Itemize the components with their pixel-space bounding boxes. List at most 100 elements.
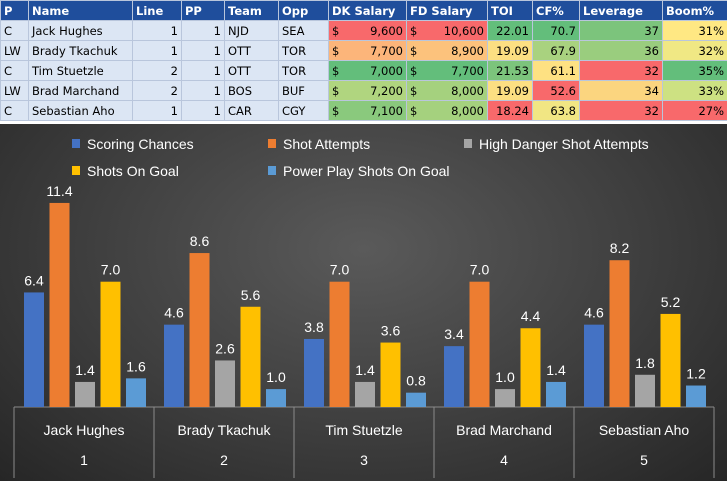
bar[interactable]	[660, 313, 681, 407]
bar[interactable]	[75, 381, 95, 407]
legend-item[interactable]: Shots On Goal	[72, 163, 179, 179]
cell-pp: 1	[181, 100, 225, 121]
header-team[interactable]: Team	[224, 0, 279, 21]
bar[interactable]	[304, 338, 324, 407]
cell-leverage: 32	[579, 60, 663, 81]
header-dk-salary[interactable]: DK Salary	[328, 0, 407, 21]
cell-dk: $7,700	[328, 40, 407, 61]
bar[interactable]	[444, 346, 464, 407]
cell-team: BOS	[224, 80, 279, 101]
header-leverage[interactable]: Leverage	[579, 0, 663, 21]
currency-symbol: $	[332, 23, 340, 38]
salary-value: 7,100	[370, 103, 403, 118]
bar[interactable]	[584, 324, 604, 407]
header-pp[interactable]: PP	[181, 0, 225, 21]
cell-boom: 31%	[662, 20, 727, 41]
bar[interactable]	[355, 381, 375, 407]
cell-cf: 52.6	[532, 80, 580, 101]
header-fd-salary[interactable]: FD Salary	[406, 0, 488, 21]
header-cf[interactable]: CF%	[532, 0, 580, 21]
bar-chart: Scoring Chances Shot Attempts High Danger …	[13, 136, 715, 478]
bar[interactable]	[100, 281, 121, 407]
cell-cf: 61.1	[532, 60, 580, 81]
header-opp[interactable]: Opp	[278, 0, 329, 21]
category-number: 3	[360, 452, 368, 468]
category-number: 5	[640, 452, 648, 468]
header-position[interactable]: P	[0, 0, 29, 21]
bar[interactable]	[520, 328, 541, 407]
legend-item[interactable]: Scoring Chances	[72, 136, 194, 152]
cell-team: OTT	[224, 60, 279, 81]
bar[interactable]	[164, 324, 184, 407]
cell-team: CAR	[224, 100, 279, 121]
cell-dk: $9,600	[328, 20, 407, 41]
cell-pos: LW	[0, 80, 29, 101]
cell-name: Brad Marchand	[28, 80, 133, 101]
table-row[interactable]: C Sebastian Aho 1 1 CAR CGY $7,100 $8,000 18.24 6…	[0, 100, 727, 121]
legend-item[interactable]: Power Play Shots On Goal	[268, 163, 450, 179]
cell-dk: $7,100	[328, 100, 407, 121]
bar[interactable]	[189, 253, 210, 407]
bar[interactable]	[266, 389, 286, 407]
data-label: 1.8	[635, 355, 655, 371]
bar[interactable]	[329, 281, 350, 407]
header-line[interactable]: Line	[132, 0, 182, 21]
data-label: 1.4	[546, 362, 566, 378]
data-label: 5.6	[241, 287, 261, 303]
cell-line: 1	[132, 100, 182, 121]
header-name[interactable]: Name	[28, 0, 133, 21]
category-number: 1	[80, 452, 88, 468]
bar[interactable]	[215, 360, 235, 407]
bar[interactable]	[469, 281, 490, 407]
header-boom[interactable]: Boom%	[662, 0, 727, 21]
header-toi[interactable]: TOI	[487, 0, 533, 21]
bar[interactable]	[406, 392, 426, 407]
data-label: 1.0	[495, 369, 515, 385]
cell-opp: CGY	[278, 100, 329, 121]
category-number: 2	[220, 452, 228, 468]
cell-pp: 1	[181, 40, 225, 61]
cell-name: Brady Tkachuk	[28, 40, 133, 61]
data-label: 7.0	[330, 262, 350, 278]
bar[interactable]	[635, 374, 655, 407]
table-row[interactable]: LW Brady Tkachuk 1 1 OTT TOR $7,700 $8,900 19.09…	[0, 40, 727, 61]
legend-item[interactable]: High Danger Shot Attempts	[464, 136, 649, 152]
bar[interactable]	[609, 260, 630, 407]
cell-name: Sebastian Aho	[28, 100, 133, 121]
data-label: 1.2	[686, 366, 706, 382]
currency-symbol: $	[332, 63, 340, 78]
cell-fd: $8,000	[406, 100, 488, 121]
cell-pos: C	[0, 20, 29, 41]
category-label: Tim Stuetzle	[325, 422, 402, 438]
cell-cf: 70.7	[532, 20, 580, 41]
bar[interactable]	[24, 292, 44, 407]
data-label: 1.0	[266, 369, 286, 385]
legend-item[interactable]: Shot Attempts	[268, 136, 370, 152]
legend-swatch	[72, 139, 80, 148]
category-label: Jack Hughes	[44, 422, 125, 438]
cell-pos: LW	[0, 40, 29, 61]
table-row[interactable]: LW Brad Marchand 2 1 BOS BUF $7,200 $8,000 19.09…	[0, 80, 727, 101]
currency-symbol: $	[410, 43, 418, 58]
cell-opp: SEA	[278, 20, 329, 41]
legend-swatch	[268, 139, 276, 148]
cell-toi: 19.09	[487, 80, 533, 101]
table-row[interactable]: C Tim Stuetzle 2 1 OTT TOR $7,000 $7,700 21.53 61…	[0, 60, 727, 81]
data-label: 6.4	[24, 272, 44, 288]
bar[interactable]	[240, 306, 261, 407]
bar[interactable]	[495, 389, 515, 407]
cell-opp: TOR	[278, 40, 329, 61]
table-row[interactable]: C Jack Hughes 1 1 NJD SEA $9,600 $10,600 22.01 70…	[0, 20, 727, 41]
cell-fd: $10,600	[406, 20, 488, 41]
bar[interactable]	[546, 381, 566, 407]
cell-fd: $8,900	[406, 40, 488, 61]
bar[interactable]	[686, 385, 706, 407]
cell-cf: 63.8	[532, 100, 580, 121]
bar[interactable]	[126, 378, 146, 407]
bar[interactable]	[49, 202, 70, 407]
legend-label: Scoring Chances	[87, 136, 194, 152]
legend-swatch	[268, 166, 276, 175]
cell-opp: TOR	[278, 60, 329, 81]
cell-leverage: 32	[579, 100, 663, 121]
bar[interactable]	[380, 342, 401, 407]
